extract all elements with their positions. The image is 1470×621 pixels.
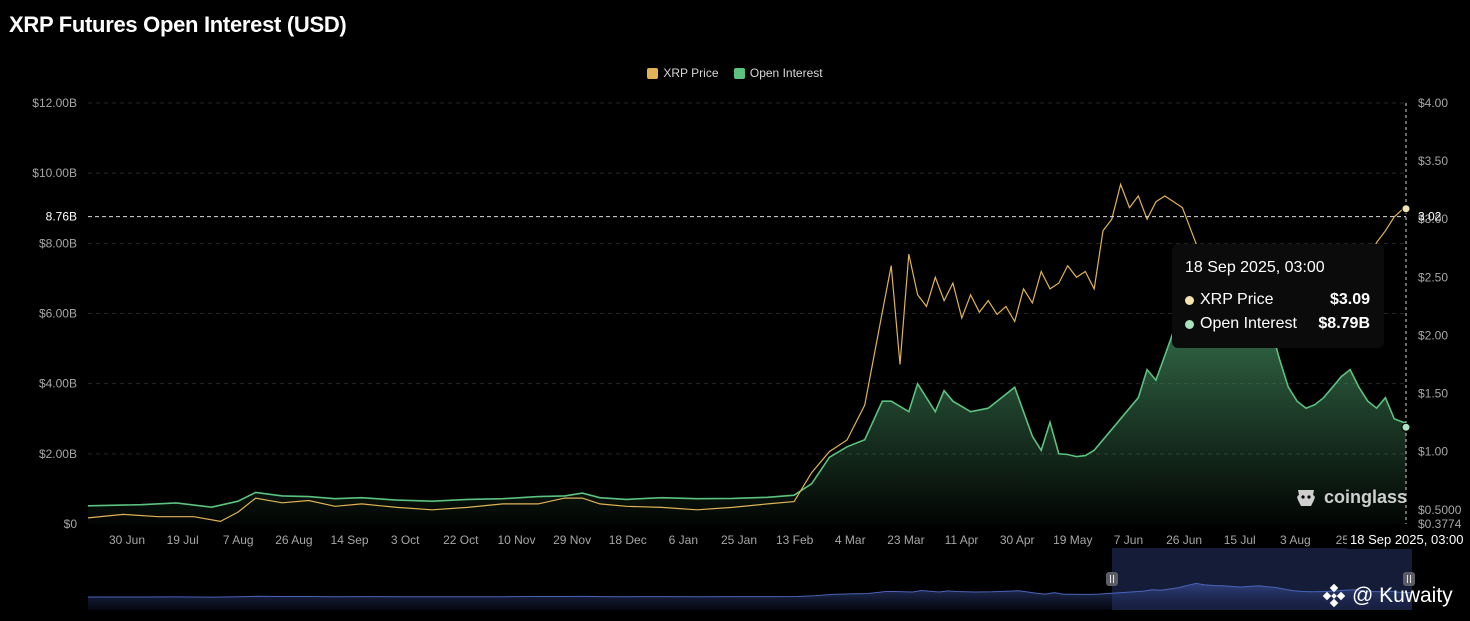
right-tick-label: $1.00 <box>1418 445 1448 459</box>
legend-label-open-interest: Open Interest <box>749 66 823 80</box>
coinglass-logo-icon <box>1297 490 1315 506</box>
x-tick-label: 18 Dec <box>609 533 647 547</box>
crosshair-right-label: 3.02 <box>1418 210 1442 224</box>
crosshair-left-label: 8.76B <box>46 210 77 224</box>
x-tick-label: 10 Nov <box>497 533 535 547</box>
x-tick-label: 3 Aug <box>1280 533 1311 547</box>
range-navigator[interactable] <box>88 548 1415 610</box>
left-tick-label: $0 <box>64 517 78 531</box>
x-tick-label: 15 Jul <box>1224 533 1256 547</box>
right-tick-label: $0.3774 <box>1418 517 1462 531</box>
tooltip-dot-xrp-price <box>1185 295 1194 305</box>
left-tick-label: $10.00B <box>32 166 77 180</box>
x-tick-label: 7 Aug <box>223 533 254 547</box>
legend-item-xrp-price[interactable]: XRP Price <box>647 66 719 80</box>
x-tick-label: 29 Nov <box>553 533 591 547</box>
crosshair-left-label-bg <box>36 207 82 226</box>
crosshair-date-label: 18 Sep 2025, 03:00 <box>1347 530 1467 549</box>
open-interest-marker <box>1401 422 1411 432</box>
left-tick-label: $2.00B <box>39 447 77 461</box>
x-tick-label: 13 Feb <box>776 533 814 547</box>
left-tick-label: $8.00B <box>39 236 77 250</box>
x-tick-label: 6 Jan <box>669 533 698 547</box>
right-axis: $0.3774$0.5000 $1.00 $1.50 $2.00 $2.50 $3.00 $… <box>1418 96 1462 531</box>
x-tick-label: 23 Mar <box>887 533 924 547</box>
x-tick-label: 19 Jul <box>167 533 199 547</box>
navigator-line <box>88 582 1412 598</box>
x-tick-label: 26 Jun <box>1166 533 1202 547</box>
xrp-price-marker <box>1401 204 1411 214</box>
series-layer <box>87 182 1406 525</box>
coinglass-logo: coinglass <box>1293 484 1407 510</box>
tooltip-date: 18 Sep 2025, 03:00 <box>1185 259 1325 276</box>
crosshair: 8.76B 3.02 <box>36 103 1442 524</box>
x-tick-label: 14 Sep <box>331 533 369 547</box>
x-tick-label: 19 May <box>1053 533 1092 547</box>
navigator-handle-left[interactable] <box>1106 572 1118 586</box>
right-tick-label: $2.00 <box>1418 328 1448 342</box>
x-tick-label: 4 Mar <box>835 533 866 547</box>
x-tick-label: 22 Oct <box>443 533 479 547</box>
x-axis: 30 Jun 19 Jul 7 Aug 26 Aug 14 Sep 3 Oct 22 Oct… <box>109 533 1366 547</box>
legend-swatch-xrp-price <box>647 67 659 79</box>
legend-label-xrp-price: XRP Price <box>663 66 719 80</box>
x-tick-label: 30 Apr <box>1000 533 1035 547</box>
legend-swatch-open-interest <box>733 67 745 79</box>
diamond-logo-icon <box>1322 584 1346 608</box>
coinglass-logo-text: coinglass <box>1324 486 1408 507</box>
tooltip-label-xrp-price: XRP Price <box>1200 291 1274 308</box>
watermark: @ Kuwaity <box>1322 584 1453 608</box>
open-interest-line <box>87 247 1406 509</box>
x-tick-label: 26 Aug <box>275 533 312 547</box>
x-tick-label: 30 Jun <box>109 533 145 547</box>
tooltip-dot-open-interest <box>1185 319 1194 329</box>
x-tick-label: 7 Jun <box>1114 533 1143 547</box>
tooltip-label-open-interest: Open Interest <box>1200 315 1297 332</box>
right-tick-label: $4.00 <box>1418 96 1448 110</box>
tooltip-row-open-interest: Open Interest $8.79B <box>1185 315 1370 333</box>
x-tick-label: 3 Oct <box>391 533 420 547</box>
x-tick-label: 25 Jan <box>721 533 757 547</box>
right-tick-label: $3.50 <box>1418 154 1448 168</box>
left-tick-label: $4.00B <box>39 377 77 391</box>
x-tick-label: 11 Apr <box>945 533 979 547</box>
left-axis: $0 $2.00B $4.00B $6.00B $8.00B $10.00B $12.00B <box>32 96 77 531</box>
left-tick-label: $6.00B <box>39 307 77 321</box>
right-tick-label: $0.5000 <box>1418 503 1462 517</box>
tooltip-value-open-interest: $8.79B <box>1318 315 1370 332</box>
watermark-text: @ Kuwaity <box>1352 584 1453 607</box>
tooltip: 18 Sep 2025, 03:00 XRP Price $3.09 Open … <box>1172 244 1384 348</box>
right-tick-label: $1.50 <box>1418 387 1448 401</box>
right-tick-label: $3.00 <box>1418 212 1448 226</box>
left-tick-label: $12.00B <box>32 96 77 110</box>
right-tick-label: $2.50 <box>1418 270 1448 284</box>
tooltip-row-xrp-price: XRP Price $3.09 <box>1185 291 1370 309</box>
tooltip-value-xrp-price: $3.09 <box>1329 291 1370 308</box>
legend: XRP Price Open Interest <box>0 66 1470 82</box>
chart-title: XRP Futures Open Interest (USD) <box>9 12 347 37</box>
legend-item-open-interest[interactable]: Open Interest <box>733 66 823 80</box>
navigator-handle-right[interactable] <box>1403 572 1415 586</box>
